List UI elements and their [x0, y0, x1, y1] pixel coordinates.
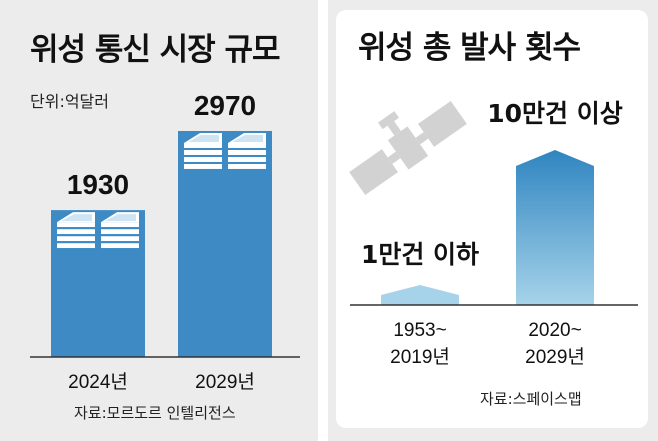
launch-count-source: 자료:스페이스맵 — [480, 390, 582, 408]
launch-count-panel: 위성 총 발사 횟수 1만건 이하 1953~ 2019년 10만건 이상 2020~ 2… — [328, 0, 658, 441]
satellite-icon — [349, 100, 467, 196]
category-label: 2029년 — [525, 346, 585, 368]
market-size-title: 위성 통신 시장 규모 — [30, 32, 281, 68]
value-label: 1만건 이하 — [361, 240, 479, 269]
arrow-bar — [516, 150, 594, 305]
value-label: 10만건 이상 — [487, 99, 623, 128]
category-label: 2029년 — [195, 371, 255, 393]
launch-count-title: 위성 총 발사 횟수 — [358, 30, 581, 66]
launch-count-card — [336, 10, 648, 428]
category-label: 1953~ — [393, 320, 446, 341]
value-label: 2970 — [194, 90, 256, 121]
money-stack-icon — [184, 132, 266, 171]
market-size-panel: 위성 통신 시장 규모 단위:억달러 1930 2024년 2970 2029년 자료… — [0, 0, 318, 441]
category-label: 2019년 — [390, 346, 450, 368]
category-label: 2020~ — [528, 320, 581, 341]
unit-label: 단위:억달러 — [30, 92, 109, 111]
money-stack-icon — [57, 212, 139, 251]
launch-count-chart: 1만건 이하 1953~ 2019년 10만건 이상 2020~ 2029년 — [350, 99, 638, 368]
category-label: 2024년 — [68, 371, 128, 393]
arrow-bar — [381, 285, 459, 305]
market-size-source: 자료:모르도르 인텔리전스 — [74, 404, 236, 422]
market-size-chart: 1930 2024년 2970 2029년 — [30, 90, 300, 393]
value-label: 1930 — [67, 169, 129, 200]
